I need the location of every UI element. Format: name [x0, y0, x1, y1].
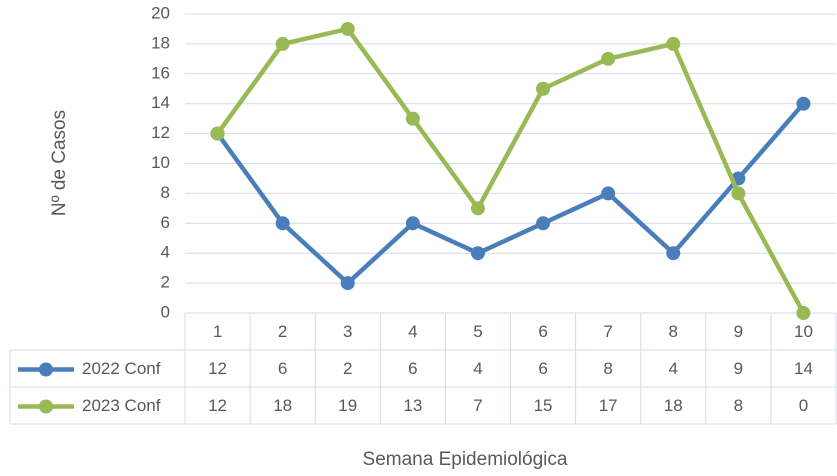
- marker: [796, 96, 811, 111]
- table-value: 15: [534, 396, 553, 415]
- marker: [275, 216, 290, 231]
- table-value: 7: [473, 396, 482, 415]
- table-value: 17: [599, 396, 618, 415]
- x-tick-label: 9: [734, 322, 743, 341]
- marker: [601, 186, 616, 201]
- x-tick-label: 8: [669, 322, 678, 341]
- x-axis-label: Semana Epidemiológica: [363, 449, 568, 470]
- table-value: 12: [208, 359, 227, 378]
- table-value: 4: [473, 359, 482, 378]
- table-value: 6: [278, 359, 287, 378]
- x-tick-label: 3: [343, 322, 352, 341]
- table-value: 2: [343, 359, 352, 378]
- y-tick-label: 12: [151, 123, 170, 142]
- table-value: 8: [603, 359, 612, 378]
- x-tick-label: 4: [408, 322, 417, 341]
- y-tick-label: 6: [161, 213, 170, 232]
- y-tick-label: 10: [151, 153, 170, 172]
- marker: [666, 36, 681, 51]
- marker: [340, 276, 355, 291]
- x-tick-label: 7: [603, 322, 612, 341]
- y-axis-label: Nº de Casos: [49, 110, 70, 216]
- table-value: 13: [403, 396, 422, 415]
- x-tick-label: 5: [473, 322, 482, 341]
- table-value: 19: [338, 396, 357, 415]
- marker: [210, 126, 225, 141]
- marker: [340, 21, 355, 36]
- marker: [470, 246, 485, 261]
- series-line: [215, 26, 806, 315]
- y-tick-label: 8: [161, 183, 170, 202]
- y-tick-label: 2: [161, 273, 170, 292]
- table-value: 12: [208, 396, 227, 415]
- table-value: 14: [794, 359, 813, 378]
- marker: [536, 81, 551, 96]
- table-value: 6: [408, 359, 417, 378]
- table-value: 0: [799, 396, 808, 415]
- legend-label: 2022 Conf: [82, 359, 161, 378]
- marker: [405, 216, 420, 231]
- table-value: 18: [664, 396, 683, 415]
- y-tick-label: 14: [151, 93, 170, 112]
- table-value: 6: [538, 359, 547, 378]
- y-tick-label: 18: [151, 33, 170, 52]
- marker: [470, 201, 485, 216]
- x-tick-label: 2: [278, 322, 287, 341]
- x-tick-label: 6: [538, 322, 547, 341]
- y-tick-label: 16: [151, 63, 170, 82]
- marker: [405, 111, 420, 126]
- marker: [601, 51, 616, 66]
- table-value: 9: [734, 359, 743, 378]
- x-tick-label: 10: [794, 322, 813, 341]
- y-tick-label: 0: [161, 302, 170, 321]
- table-value: 8: [734, 396, 743, 415]
- marker: [666, 246, 681, 261]
- y-tick-label: 20: [151, 3, 170, 22]
- y-tick-label: 4: [161, 243, 170, 262]
- marker: [275, 36, 290, 51]
- legend-marker: [39, 399, 53, 414]
- marker: [796, 306, 811, 320]
- series-line: [215, 102, 806, 286]
- x-tick-label: 1: [213, 322, 222, 341]
- legend-label: 2023 Conf: [82, 396, 161, 415]
- table-value: 4: [669, 359, 678, 378]
- legend-marker: [39, 362, 53, 377]
- marker: [731, 186, 746, 201]
- marker: [536, 216, 551, 231]
- table-value: 18: [273, 396, 292, 415]
